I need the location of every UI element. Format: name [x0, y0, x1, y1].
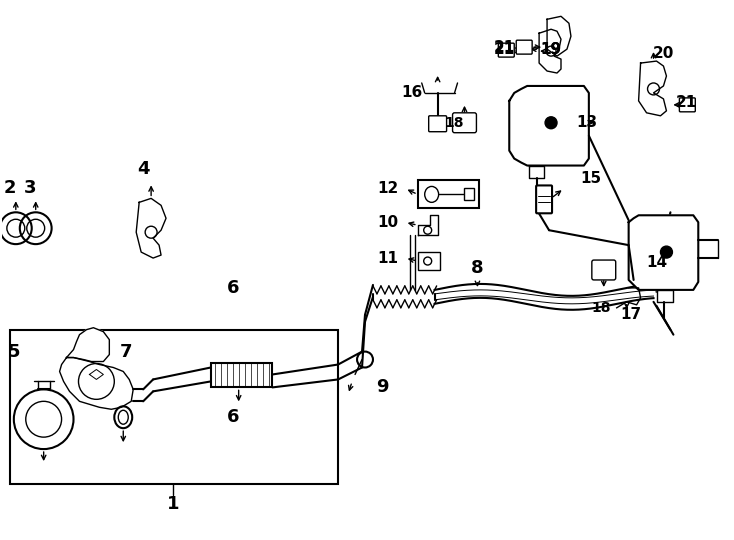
Polygon shape: [59, 357, 133, 409]
Polygon shape: [656, 290, 673, 302]
Text: 11: 11: [377, 251, 399, 266]
Polygon shape: [509, 86, 589, 166]
Text: 2: 2: [4, 179, 16, 198]
FancyBboxPatch shape: [418, 180, 479, 208]
FancyBboxPatch shape: [516, 40, 532, 54]
Polygon shape: [67, 328, 109, 361]
Text: 8: 8: [471, 259, 484, 277]
Text: 1: 1: [167, 495, 179, 513]
Text: 6: 6: [227, 279, 239, 297]
Text: 15: 15: [581, 171, 601, 186]
Text: 20: 20: [653, 45, 674, 60]
FancyBboxPatch shape: [536, 185, 552, 213]
Text: 3: 3: [23, 179, 36, 198]
Text: 21: 21: [494, 39, 515, 55]
Circle shape: [661, 246, 672, 258]
Polygon shape: [628, 215, 698, 290]
Text: 17: 17: [620, 307, 642, 322]
Text: 18: 18: [445, 116, 465, 130]
Text: 12: 12: [377, 181, 399, 196]
Polygon shape: [418, 215, 437, 235]
FancyBboxPatch shape: [429, 116, 446, 132]
Polygon shape: [137, 198, 166, 258]
FancyBboxPatch shape: [418, 252, 440, 270]
FancyBboxPatch shape: [465, 188, 474, 200]
Text: 9: 9: [376, 379, 388, 396]
FancyBboxPatch shape: [592, 260, 616, 280]
Polygon shape: [529, 166, 544, 179]
Polygon shape: [547, 16, 571, 56]
Text: 5: 5: [7, 342, 20, 361]
Text: 7: 7: [120, 342, 133, 361]
FancyBboxPatch shape: [680, 98, 695, 112]
Text: 19: 19: [540, 42, 562, 57]
FancyBboxPatch shape: [453, 113, 476, 133]
Text: 16: 16: [401, 85, 422, 100]
FancyBboxPatch shape: [498, 43, 515, 57]
Circle shape: [545, 117, 557, 129]
Polygon shape: [539, 29, 561, 73]
Text: 19: 19: [540, 42, 562, 57]
Text: 18: 18: [591, 301, 611, 315]
Text: 21: 21: [494, 42, 515, 57]
Text: 14: 14: [646, 254, 667, 269]
Text: 6: 6: [227, 408, 239, 426]
Polygon shape: [639, 61, 666, 116]
FancyBboxPatch shape: [10, 330, 338, 484]
Text: 10: 10: [377, 215, 399, 230]
FancyBboxPatch shape: [211, 362, 272, 387]
Text: 13: 13: [576, 115, 597, 130]
Text: 4: 4: [137, 159, 150, 178]
Text: 21: 21: [676, 96, 697, 110]
